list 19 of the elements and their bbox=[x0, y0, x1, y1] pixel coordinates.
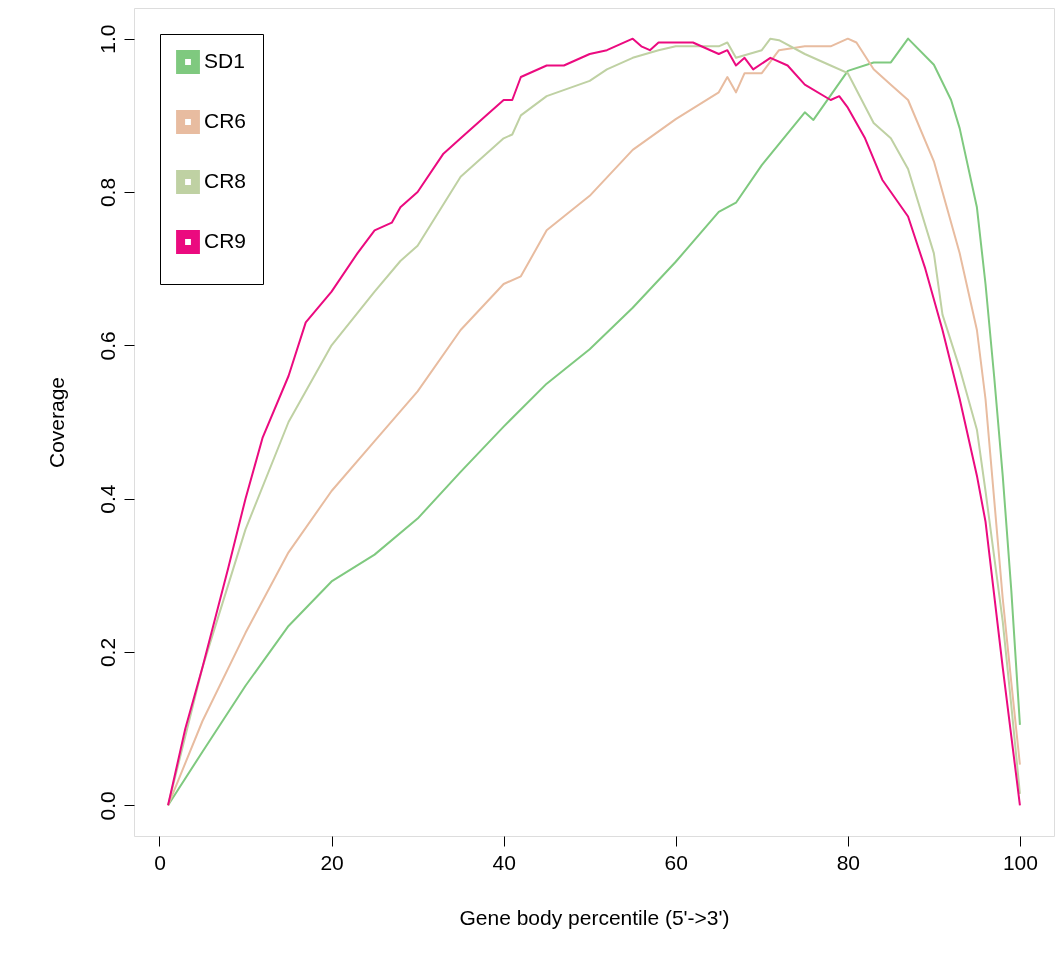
x-axis-title: Gene body percentile (5'->3') bbox=[459, 905, 730, 929]
legend-label: CR6 bbox=[204, 109, 247, 132]
y-tick-label: 0.0 bbox=[95, 791, 119, 821]
x-tick-label: 80 bbox=[836, 850, 861, 874]
x-tick-label: 100 bbox=[1002, 850, 1038, 874]
y-tick-label: 0.6 bbox=[95, 331, 119, 361]
line-series bbox=[167, 37, 1021, 807]
x-tick-label: 60 bbox=[664, 850, 688, 874]
legend-label: SD1 bbox=[204, 49, 245, 72]
y-tick-label: 0.8 bbox=[95, 177, 119, 208]
legend-label: CR8 bbox=[204, 169, 247, 192]
x-tick-label: 0 bbox=[154, 850, 166, 874]
x-tick-label: 20 bbox=[320, 850, 344, 874]
legend-label: CR9 bbox=[204, 229, 247, 252]
y-tick-label: 1.0 bbox=[95, 24, 119, 54]
x-tick-label: 40 bbox=[492, 850, 516, 874]
y-tick-label: 0.2 bbox=[95, 637, 119, 668]
y-axis-title: Coverage bbox=[44, 376, 68, 469]
y-tick-label: 0.4 bbox=[95, 484, 119, 514]
